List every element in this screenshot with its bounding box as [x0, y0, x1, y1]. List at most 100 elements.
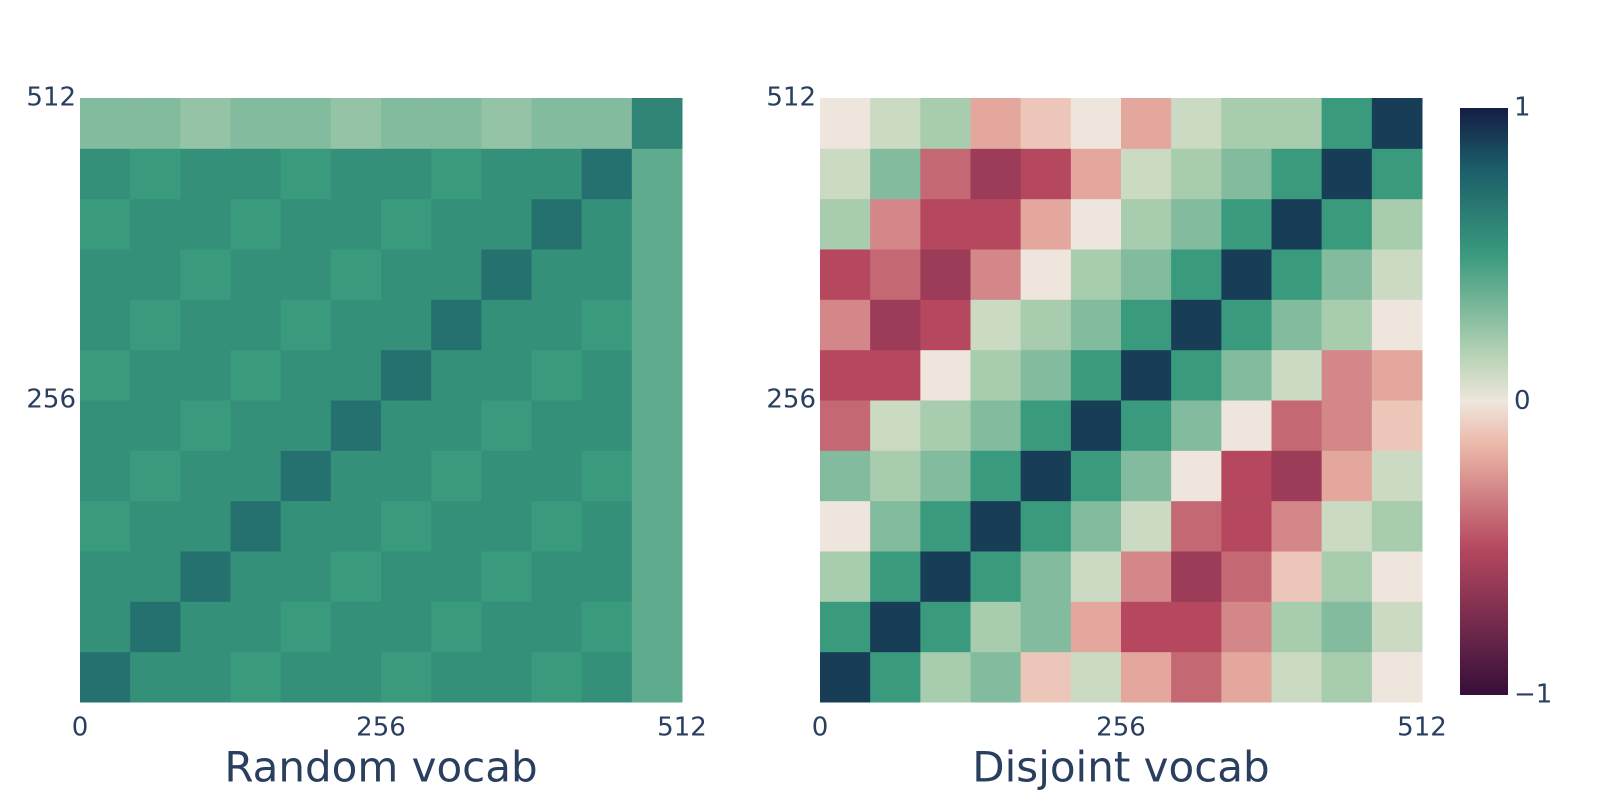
heatmap-cell: [1171, 551, 1222, 602]
heatmap-cell: [920, 148, 971, 200]
heatmap-cell: [870, 500, 921, 552]
heatmap-cell: [431, 551, 482, 602]
heatmap-cell: [820, 651, 871, 703]
heatmap-cell: [1271, 98, 1323, 149]
heatmap-cell: [531, 651, 583, 703]
heatmap-cell: [1271, 400, 1323, 451]
heatmap-cell: [1321, 349, 1373, 401]
heatmap-cell: [1371, 551, 1423, 602]
heatmap-cell: [381, 249, 432, 300]
heatmap-cell: [581, 349, 633, 401]
heatmap-cell: [180, 450, 231, 502]
heatmap-cell: [80, 400, 131, 451]
heatmap-cell: [381, 651, 432, 703]
heatmap-cell: [1221, 500, 1272, 552]
heatmap-cell: [431, 299, 482, 351]
heatmap-cell: [180, 98, 231, 149]
heatmap-cell: [431, 98, 482, 149]
heatmap-cell: [920, 299, 971, 351]
heatmap-cell: [180, 601, 231, 653]
heatmap-cell: [870, 651, 921, 703]
heatmap-cell: [631, 349, 683, 401]
heatmap-cell: [870, 148, 921, 200]
heatmap-cell: [280, 299, 332, 351]
heatmap-cell: [581, 651, 633, 703]
subplot-title: Random vocab: [224, 743, 537, 792]
heatmap-cell: [820, 249, 871, 300]
heatmap-cell: [481, 249, 532, 300]
heatmap-cell: [130, 601, 181, 653]
colorbar: [1460, 108, 1508, 695]
heatmap-cell: [330, 299, 382, 351]
heatmap-cell: [1321, 651, 1373, 703]
heatmap-cell: [130, 98, 181, 149]
heatmap-cell: [230, 299, 282, 351]
heatmap-cell: [481, 148, 532, 200]
heatmap-cell: [130, 400, 181, 451]
heatmap-cell: [1221, 299, 1272, 351]
heatmap-cell: [330, 450, 382, 502]
x-tick-label: 512: [1397, 713, 1447, 743]
heatmap-cell: [1371, 651, 1423, 703]
heatmap-cell: [920, 98, 971, 149]
heatmap-cell: [531, 400, 583, 451]
heatmap-cell: [481, 198, 532, 250]
heatmap-cell: [1221, 249, 1272, 300]
heatmap-cell: [920, 651, 971, 703]
heatmap-cell: [80, 450, 131, 502]
heatmap-cell: [631, 198, 683, 250]
heatmap-cell: [1321, 601, 1373, 653]
colorbar-tick-label: −1: [1514, 680, 1552, 710]
heatmap-cell: [1371, 601, 1423, 653]
heatmap-cell: [1221, 601, 1272, 653]
heatmap-cell: [1271, 551, 1323, 602]
heatmap-cell: [970, 500, 1022, 552]
heatmap-cell: [330, 651, 382, 703]
heatmap-cell: [381, 198, 432, 250]
x-tick-label: 512: [657, 713, 707, 743]
heatmap-cell: [1321, 551, 1373, 602]
heatmap-cell: [481, 551, 532, 602]
heatmap-cell: [1020, 651, 1072, 703]
heatmap-cell: [1371, 299, 1423, 351]
x-tick-label: 0: [812, 713, 829, 743]
heatmap-cell: [820, 148, 871, 200]
heatmap-cell: [581, 148, 633, 200]
heatmap-cell: [531, 349, 583, 401]
heatmap-cell: [920, 450, 971, 502]
heatmap-cell: [1020, 198, 1072, 250]
heatmap-cell: [481, 299, 532, 351]
heatmap-cell: [631, 551, 683, 602]
heatmap-cell: [1221, 198, 1272, 250]
heatmap-cell: [1171, 249, 1222, 300]
heatmap-cell: [820, 450, 871, 502]
heatmap-cell: [920, 249, 971, 300]
heatmap-cell: [381, 551, 432, 602]
heatmap-cell: [1020, 299, 1072, 351]
heatmap-cell: [130, 349, 181, 401]
heatmap-cell: [870, 299, 921, 351]
heatmap-cell: [230, 651, 282, 703]
heatmap-cell: [581, 400, 633, 451]
heatmap-cell: [80, 551, 131, 602]
heatmap-cell: [1070, 198, 1122, 250]
heatmap-cell: [330, 98, 382, 149]
heatmap-cell: [1121, 450, 1172, 502]
x-tick-label: 0: [72, 713, 89, 743]
heatmap-cell: [1371, 400, 1423, 451]
heatmap-cell: [1321, 400, 1373, 451]
heatmap-cell: [970, 450, 1022, 502]
heatmap-cell: [130, 249, 181, 300]
heatmap-cell: [330, 198, 382, 250]
heatmap-cell: [1171, 400, 1222, 451]
heatmap-cell: [1321, 198, 1373, 250]
heatmap-cell: [970, 299, 1022, 351]
heatmap-cell: [280, 551, 332, 602]
heatmap-cell: [431, 249, 482, 300]
heatmap-cell: [970, 198, 1022, 250]
heatmap-cell: [180, 551, 231, 602]
heatmap-cell: [581, 249, 633, 300]
heatmap-cell: [870, 450, 921, 502]
heatmap-cell: [1271, 198, 1323, 250]
heatmap-cell: [130, 148, 181, 200]
